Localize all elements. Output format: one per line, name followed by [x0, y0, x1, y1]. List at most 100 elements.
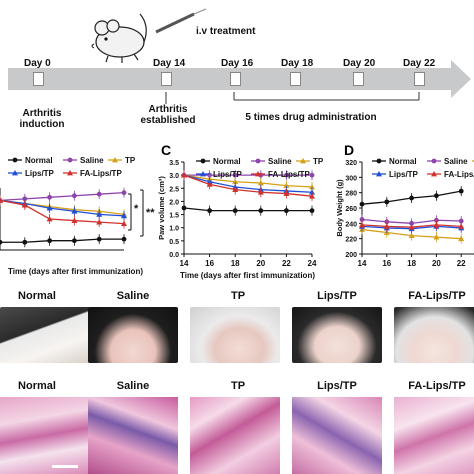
data-point: [283, 182, 290, 189]
data-point: [121, 220, 127, 227]
x-axis-title: Time (days after first immunization): [8, 267, 143, 276]
scale-bar: [52, 465, 78, 468]
timeline-tick: [230, 72, 241, 86]
data-point: [0, 239, 3, 245]
data-point: [232, 186, 239, 192]
data-point: [121, 236, 127, 242]
series-line: [183, 207, 312, 212]
data-point: [46, 205, 53, 211]
data-point: [96, 191, 102, 197]
photo-label: TP: [230, 290, 246, 302]
timeline-arrowhead: [451, 60, 471, 98]
y-tick-label: 260: [345, 206, 357, 213]
y-axis-title: Body Weight (g): [335, 179, 344, 237]
charts-panel: C D Time (days after first immunization)…: [0, 142, 474, 280]
significance-star: *: [134, 203, 139, 215]
data-point: [359, 217, 365, 222]
y-tick-label: 2.0: [169, 199, 179, 206]
day-label: Day 0: [24, 58, 51, 69]
timeline-tick: [290, 72, 301, 86]
administration-bracket: [165, 92, 420, 104]
histology-image-saline: [88, 397, 178, 474]
series-line: [0, 199, 125, 217]
data-point: [121, 212, 127, 219]
data-point: [206, 181, 213, 187]
y-tick-label: 280: [345, 191, 357, 198]
legend-label: FA-Lips/TP: [268, 170, 310, 179]
legend-marker: [67, 157, 73, 163]
histology-label: FA-Lips/TP: [408, 380, 466, 392]
legend-label: FA-Lips/T: [444, 170, 474, 179]
data-point: [47, 194, 52, 200]
data-point: [409, 195, 414, 201]
data-point: [181, 205, 187, 211]
data-point: [257, 189, 264, 195]
data-point: [258, 208, 264, 214]
data-point: [458, 218, 464, 224]
x-tick-label: 22: [457, 259, 466, 268]
legend-marker: [431, 171, 437, 177]
data-point: [47, 238, 52, 244]
series-line: [0, 199, 125, 225]
series-line: [183, 174, 313, 193]
legend-marker: [255, 158, 261, 164]
data-point: [408, 232, 415, 238]
histology-label: TP: [230, 380, 246, 392]
data-point: [121, 190, 127, 196]
legend-label: Normal: [25, 156, 53, 165]
data-point: [309, 183, 315, 190]
legend-label: Normal: [213, 157, 241, 166]
syringe-icon: [155, 8, 207, 34]
data-point: [96, 236, 102, 242]
data-point: [309, 172, 315, 178]
y-tick-label: 3.5: [169, 160, 179, 167]
event-induction: Arthritis induction: [19, 108, 65, 130]
data-point: [458, 188, 464, 194]
timeline-tick: [353, 72, 364, 86]
data-point: [458, 223, 465, 229]
y-tick-label: 1.5: [169, 213, 179, 220]
data-point: [359, 201, 365, 207]
y-tick-label: 3.0: [169, 173, 179, 180]
day-label: Day 18: [281, 58, 314, 69]
histology-label: Saline: [116, 380, 150, 392]
photo-label: Normal: [18, 290, 56, 302]
paw-photo-saline: [88, 307, 178, 363]
histology-label: Lips/TP: [317, 380, 357, 392]
series-line: [183, 174, 313, 197]
x-tick-label: 16: [382, 259, 391, 268]
data-point: [359, 221, 365, 228]
legend-marker: [12, 157, 18, 163]
y-tick-label: 0.0: [169, 252, 179, 259]
data-point: [309, 208, 315, 214]
event-established: Arthritis established: [140, 104, 196, 126]
x-axis-title: Time (days after first immunization): [180, 271, 315, 280]
timeline-tick: [161, 72, 172, 86]
data-point: [384, 199, 390, 205]
data-point: [232, 172, 238, 178]
x-tick-label: 18: [231, 259, 240, 268]
data-point: [383, 223, 390, 229]
legend-label: TP: [125, 156, 136, 165]
y-axis-title: Paw volume (cm³): [157, 176, 166, 240]
histology-image-lips-tp: [292, 397, 382, 474]
series-line: [0, 192, 125, 202]
legend-marker: [376, 158, 382, 164]
event-administration: 5 times drug administration: [245, 112, 377, 123]
day-label: Day 20: [343, 58, 376, 69]
timeline-tick: [33, 72, 44, 86]
photo-label: FA-Lips/TP: [408, 290, 466, 302]
legend-marker: [431, 158, 437, 164]
data-point: [72, 238, 77, 244]
histology-label: Normal: [18, 380, 56, 392]
data-point: [232, 178, 239, 185]
y-tick-label: 320: [345, 160, 357, 167]
data-point: [207, 208, 213, 214]
data-point: [284, 172, 289, 178]
legend-label: Lips/TP: [213, 170, 243, 179]
day-label: Day 16: [221, 58, 254, 69]
x-tick-label: 22: [282, 259, 291, 268]
y-tick-label: 1.0: [169, 226, 179, 233]
legend-marker: [12, 170, 18, 176]
x-tick-label: 24: [308, 259, 317, 268]
